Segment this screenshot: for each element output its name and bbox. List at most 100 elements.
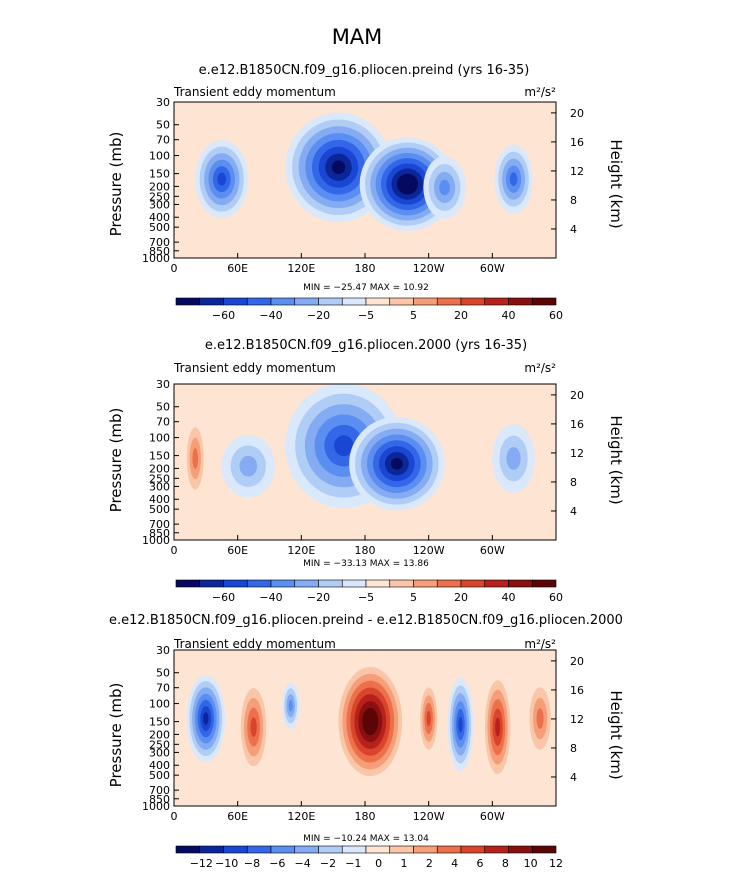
colorbar-swatch: [270, 297, 296, 306]
contour-region: [426, 710, 431, 727]
x-tick-label: 120E: [287, 262, 315, 275]
y-tick-label: 150: [149, 716, 170, 729]
colorbar-label: −40: [259, 591, 282, 604]
chart-min-max: MIN = −33.13 MAX = 13.86: [303, 559, 429, 569]
y-tick-label: 100: [149, 150, 170, 163]
colorbar-swatch: [389, 579, 414, 588]
y-tick-label: 700: [149, 518, 170, 531]
y2-tick-label: 8: [570, 742, 577, 755]
colorbar-label: 2: [426, 857, 433, 870]
y-tick-label: 500: [149, 769, 170, 782]
colorbar-label: −20: [307, 309, 330, 322]
colorbar-swatch: [341, 845, 367, 854]
x-tick-label: 0: [171, 262, 178, 275]
colorbar-label: 60: [549, 309, 563, 322]
y2-tick-label: 16: [570, 684, 584, 697]
colorbar-swatch: [508, 845, 533, 854]
y-tick-label: 1000: [142, 252, 170, 265]
contour-region: [331, 160, 346, 175]
y-tick-label: 1000: [142, 534, 170, 547]
colorbar-swatch: [199, 297, 224, 306]
y2-tick-label: 16: [570, 418, 584, 431]
y-tick-label: 30: [156, 96, 170, 109]
colorbar-swatch: [294, 297, 319, 306]
colorbar-swatch: [484, 297, 509, 306]
colorbar-swatch: [341, 297, 367, 306]
chart-ylabel: Pressure (mb): [107, 132, 125, 237]
y-tick-label: 1000: [142, 800, 170, 813]
y-tick-label: 100: [149, 698, 170, 711]
y2-tick-label: 8: [570, 194, 577, 207]
colorbar-swatch: [365, 845, 391, 854]
colorbar-swatch: [294, 845, 319, 854]
y-tick-label: 200: [149, 462, 170, 475]
contour-field: [186, 384, 535, 511]
chart-panel-3: e.e12.B1850CN.f09_g16.pliocen.preind - e…: [107, 613, 625, 870]
y-tick-label: 500: [149, 503, 170, 516]
colorbar-label: −6: [269, 857, 285, 870]
x-tick-label: 0: [171, 810, 178, 823]
colorbar-swatch: [436, 297, 462, 306]
y-tick-label: 400: [149, 211, 170, 224]
colorbar-swatch: [484, 845, 509, 854]
colorbar-label: 4: [451, 857, 458, 870]
colorbar-swatch: [175, 845, 201, 854]
colorbar-swatch: [199, 579, 224, 588]
colorbar-label: 0: [375, 857, 382, 870]
y-tick-label: 70: [156, 416, 170, 429]
contour-field: [186, 667, 551, 777]
y-tick-label: 30: [156, 644, 170, 657]
colorbar-label: −4: [295, 857, 311, 870]
y-tick-label: 850: [149, 527, 170, 540]
y-tick-label: 50: [156, 401, 170, 414]
y-tick-label: 200: [149, 728, 170, 741]
colorbar-swatch: [436, 845, 462, 854]
chart-ylabel: Pressure (mb): [107, 683, 125, 788]
colorbar-label: 10: [524, 857, 538, 870]
y2-tick-label: 4: [570, 505, 577, 518]
chart-units-label: m²/s²: [524, 361, 556, 375]
colorbar-label: −20: [307, 591, 330, 604]
x-tick-label: 120W: [413, 810, 445, 823]
x-tick-label: 60E: [227, 810, 248, 823]
colorbar-label: −60: [212, 309, 235, 322]
y-tick-label: 300: [149, 746, 170, 759]
colorbar-label: −60: [212, 591, 235, 604]
colorbar-label: 20: [454, 591, 468, 604]
x-tick-label: 60E: [227, 262, 248, 275]
colorbar-swatch: [270, 845, 296, 854]
colorbar-swatch: [223, 297, 248, 306]
chart-panel-1: e.e12.B1850CN.f09_g16.pliocen.preind (yr…: [107, 63, 625, 322]
colorbar-swatch: [484, 579, 509, 588]
y-tick-label: 850: [149, 793, 170, 806]
colorbar-swatch: [318, 297, 343, 306]
y-tick-label: 250: [149, 738, 170, 751]
colorbar-swatch: [365, 579, 391, 588]
colorbar-swatch: [508, 297, 533, 306]
y2-tick-label: 20: [570, 655, 584, 668]
colorbar-label: 40: [502, 591, 516, 604]
y-tick-label: 400: [149, 493, 170, 506]
x-tick-label: 180: [355, 544, 376, 557]
colorbar-label: −1: [345, 857, 361, 870]
chart-y2label: Height (km): [607, 139, 625, 228]
contour-region: [458, 716, 463, 733]
y-tick-label: 250: [149, 472, 170, 485]
chart-min-max: MIN = −10.24 MAX = 13.04: [303, 834, 429, 844]
colorbar-label: −12: [190, 857, 213, 870]
colorbar-swatch: [318, 845, 343, 854]
colorbar-label: −8: [244, 857, 260, 870]
contour-region: [239, 455, 258, 477]
y-tick-label: 300: [149, 198, 170, 211]
colorbar-swatch: [531, 845, 557, 854]
x-tick-label: 60W: [480, 810, 505, 823]
colorbar-swatch: [318, 579, 343, 588]
colorbar-swatch: [365, 297, 391, 306]
colorbar-label: −5: [358, 309, 374, 322]
contour-region: [506, 447, 521, 470]
colorbar-swatch: [270, 579, 296, 588]
y-tick-label: 100: [149, 432, 170, 445]
colorbar-swatch: [460, 579, 486, 588]
y2-tick-label: 16: [570, 136, 584, 149]
y2-tick-label: 8: [570, 476, 577, 489]
